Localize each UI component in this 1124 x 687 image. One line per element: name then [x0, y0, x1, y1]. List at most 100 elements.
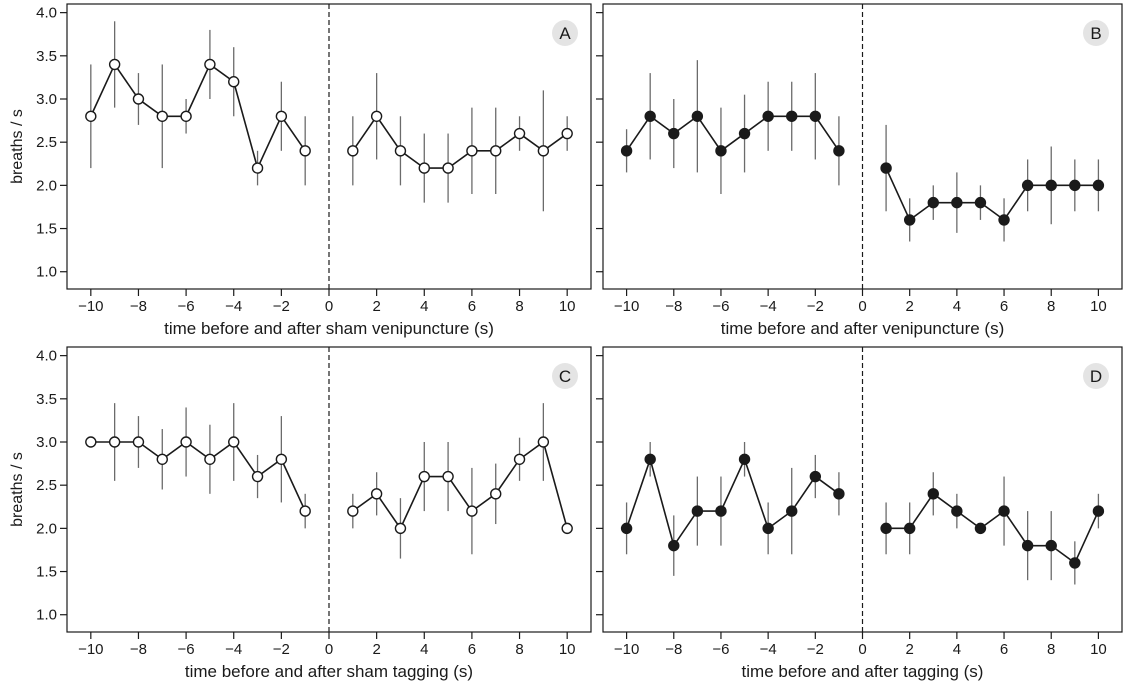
- series-line: [90, 440, 306, 512]
- series-2: [347, 73, 573, 212]
- data-point: [251, 470, 264, 483]
- data-point: [1069, 557, 1081, 569]
- y-tick-label: 2.5: [36, 477, 57, 494]
- data-point: [833, 488, 845, 500]
- panel-badge: [1083, 363, 1109, 389]
- x-axis-label: time before and after tagging (s): [742, 662, 984, 681]
- x-tick-label: 2: [372, 641, 380, 658]
- x-tick-label: −8: [665, 298, 682, 315]
- data-point: [442, 162, 454, 174]
- series-2: [880, 472, 1105, 585]
- x-tick-label: −2: [807, 298, 824, 315]
- data-point: [880, 522, 892, 535]
- data-point: [513, 453, 526, 465]
- x-tick-label: −6: [712, 298, 729, 315]
- y-tick-label: 3.0: [36, 91, 57, 108]
- data-point: [644, 453, 656, 465]
- data-point: [347, 145, 359, 157]
- data-point: [738, 127, 751, 140]
- series-2: [347, 403, 573, 559]
- data-point: [903, 214, 916, 226]
- x-tick-label: 8: [1047, 298, 1055, 315]
- data-point: [180, 436, 192, 448]
- series-line: [886, 492, 1100, 565]
- data-point: [1069, 179, 1081, 192]
- series-1: [85, 403, 311, 529]
- data-point: [880, 162, 892, 174]
- x-tick-label: 2: [906, 298, 914, 315]
- data-point: [561, 522, 573, 535]
- panel-badge-label: B: [1090, 24, 1101, 43]
- data-point: [786, 505, 798, 517]
- data-point: [156, 453, 168, 465]
- data-point: [951, 196, 963, 209]
- series-line: [352, 440, 568, 530]
- x-tick-label: −4: [760, 298, 777, 315]
- data-point: [927, 488, 939, 500]
- panel-a: 1.0 1.5 2.0 2.5 3.0 3.5 4.0 −10 −8 −6 −4 −2 0 2 4 6 8 10 t…: [9, 3, 592, 338]
- panel-badge: [1083, 20, 1109, 46]
- data-point: [998, 214, 1010, 226]
- x-tick-label: 6: [468, 641, 476, 658]
- y-axis-label: breaths / s: [9, 452, 26, 527]
- y-tick-label: 2.5: [36, 134, 57, 151]
- x-tick-label: 4: [953, 641, 961, 658]
- data-point: [108, 436, 121, 448]
- x-axis: −10 −8 −6 −4 −2 0 2 4 6 8 10: [614, 632, 1107, 658]
- x-tick-label: 8: [1047, 641, 1055, 658]
- x-axis: −10 −8 −6 −4 −2 0 2 4 6 8 10: [614, 289, 1107, 315]
- data-point: [974, 196, 987, 209]
- data-point: [738, 453, 751, 465]
- panel-b: −10 −8 −6 −4 −2 0 2 4 6 8 10 time before and after …: [596, 3, 1123, 338]
- x-tick-label: −6: [178, 641, 195, 658]
- panel-badge: [552, 363, 578, 389]
- x-tick-label: −8: [130, 298, 147, 315]
- data-point: [347, 505, 359, 517]
- data-point: [204, 453, 216, 465]
- panel-badge-label: A: [559, 24, 571, 43]
- data-point: [715, 145, 727, 157]
- series-1: [620, 442, 845, 576]
- data-point: [132, 93, 145, 105]
- x-tick-label: 8: [515, 641, 523, 658]
- data-point: [490, 488, 502, 500]
- panel-badge: [552, 20, 578, 46]
- y-tick-label: 2.0: [36, 520, 57, 537]
- x-tick-label: −6: [178, 298, 195, 315]
- y-axis-label: breaths / s: [9, 109, 26, 184]
- x-axis-label: time before and after venipuncture (s): [721, 319, 1004, 338]
- y-tick-label: 3.5: [36, 391, 57, 408]
- series-2: [880, 124, 1105, 242]
- data-point: [668, 127, 680, 140]
- x-tick-label: 4: [420, 641, 428, 658]
- data-point: [561, 127, 573, 140]
- data-point: [370, 110, 383, 122]
- x-tick-label: −4: [225, 298, 242, 315]
- data-point: [466, 505, 478, 517]
- series-line: [352, 114, 568, 169]
- series-1: [85, 21, 311, 186]
- data-point: [85, 436, 97, 448]
- y-tick-label: 3.0: [36, 434, 57, 451]
- data-point: [620, 522, 633, 535]
- x-tick-label: 10: [1090, 641, 1107, 658]
- x-tick-label: 6: [1000, 298, 1008, 315]
- x-axis-label: time before and after sham venipuncture …: [164, 319, 494, 338]
- data-point: [513, 127, 526, 140]
- y-tick-label: 3.5: [36, 48, 57, 65]
- data-point: [418, 470, 430, 483]
- data-point: [228, 436, 240, 448]
- x-tick-label: 10: [1090, 298, 1107, 315]
- x-axis: −10 −8 −6 −4 −2 0 2 4 6 8 10: [78, 289, 576, 315]
- x-tick-label: −10: [78, 298, 103, 315]
- x-tick-label: 8: [515, 298, 523, 315]
- data-point: [691, 505, 704, 517]
- y-tick-label: 1.5: [36, 564, 57, 581]
- x-tick-label: −4: [225, 641, 242, 658]
- x-tick-label: 0: [325, 298, 333, 315]
- data-point: [715, 505, 727, 517]
- data-point: [927, 196, 939, 209]
- x-tick-label: −10: [78, 641, 103, 658]
- data-point: [442, 470, 454, 483]
- data-point: [974, 522, 987, 535]
